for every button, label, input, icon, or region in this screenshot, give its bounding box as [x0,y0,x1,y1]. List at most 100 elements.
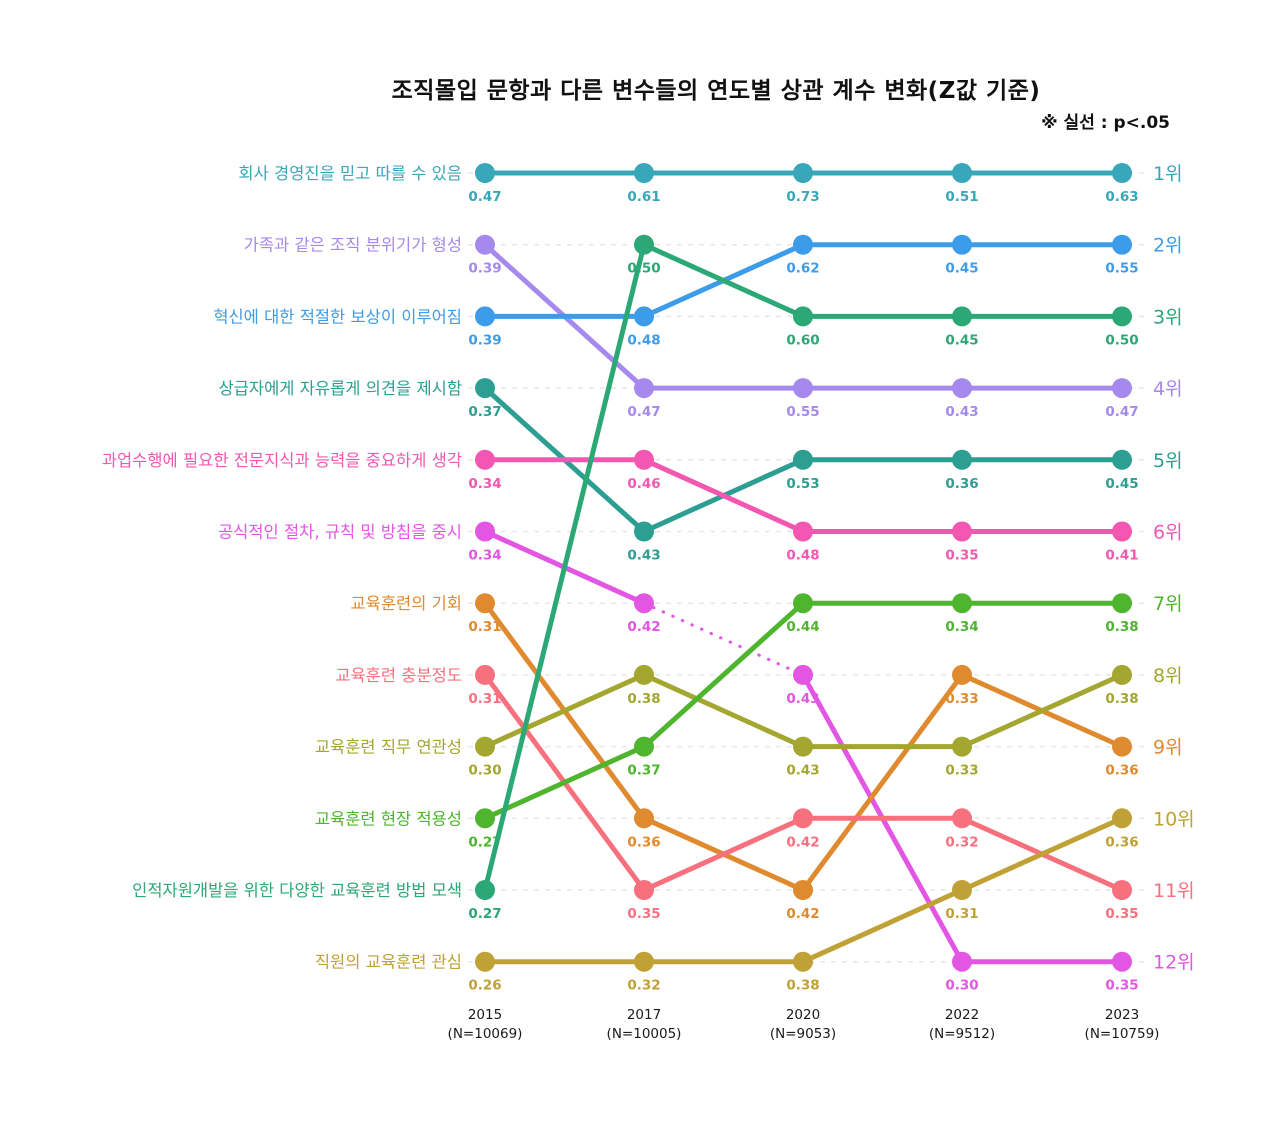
data-point [1112,880,1132,900]
data-point [952,234,972,255]
data-point [952,808,972,829]
value-label: 0.47 [1105,404,1138,420]
legend-note: ※ 실선 : p<.05 [1041,113,1170,133]
value-label: 0.50 [1105,332,1138,348]
series-segment [641,457,806,534]
data-point [793,664,813,685]
series-label: 가족과 같은 조직 분위기가 형성 [244,236,462,255]
value-label: 0.38 [786,978,819,994]
data-point [1112,306,1132,327]
value-label: 0.42 [627,619,660,635]
series-group: 0.37 0.43 0.53 0.36 0.45 상급자에게 자유롭게 의견을 제시함 5위 [219,378,1183,564]
data-point [952,163,972,183]
data-point [634,306,654,327]
data-point [1112,163,1132,183]
value-label: 0.36 [945,476,978,492]
value-label: 0.42 [786,906,819,922]
data-point [793,163,813,183]
axis-year-label: 2017 [627,1007,661,1023]
value-label: 0.48 [786,548,819,564]
series-group: 0.27 0.50 0.60 0.45 0.50 인적자원개발을 위한 다양한 교육훈련 … [132,234,1183,922]
data-point [1112,449,1132,470]
data-point [634,880,654,900]
value-label: 0.42 [786,834,819,850]
value-label: 0.55 [1105,261,1138,277]
rank-label: 8위 [1153,665,1183,687]
series-label: 교육훈련 충분정도 [335,666,462,685]
data-point [1112,234,1132,255]
series-segment [641,242,806,319]
series-group: 0.31 0.36 0.42 0.33 0.36 교육훈련의 기회 9위 [350,593,1183,922]
series-label: 공식적인 절차, 규칙 및 방침을 중시 [218,523,462,542]
value-label: 0.43 [627,548,660,564]
value-label: 0.32 [945,834,978,850]
data-point [793,306,813,327]
series-label: 교육훈련의 기회 [350,594,462,613]
data-point [634,378,654,399]
value-label: 0.53 [786,476,819,492]
data-point [475,234,495,255]
series-segment [482,672,647,750]
value-label: 0.60 [786,332,819,348]
series-group: 0.26 0.32 0.38 0.31 0.36 직원의 교육훈련 관심 10위 [315,808,1195,994]
value-label: 0.39 [468,332,501,348]
data-point [475,736,495,757]
series-segment [800,672,965,893]
value-label: 0.38 [1105,619,1138,635]
value-label: 0.47 [627,404,660,420]
value-label: 0.36 [1105,763,1138,779]
rank-label: 12위 [1153,952,1195,974]
data-point [634,951,654,972]
axis-year-label: 2022 [945,1007,979,1023]
data-point [793,808,813,829]
data-point [952,736,972,757]
axis-n-label: (N=10759) [1085,1026,1160,1042]
value-label: 0.47 [468,189,501,205]
series-segment [641,600,806,750]
series-group: 0.47 0.61 0.73 0.51 0.63 회사 경영진을 믿고 따를 수 있음 1위 [238,163,1183,205]
series-segment [641,672,806,750]
series-label: 인적자원개발을 위한 다양한 교육훈련 방법 모색 [132,881,462,900]
data-point [634,808,654,829]
value-label: 0.41 [1105,548,1138,564]
value-label: 0.31 [468,619,501,635]
data-point [793,378,813,399]
data-point [475,808,495,829]
value-label: 0.62 [786,261,819,277]
data-point [952,449,972,470]
data-point [1112,521,1132,542]
data-point [1112,736,1132,757]
data-point [1112,808,1132,829]
value-label: 0.43 [786,691,819,707]
data-point [475,521,495,542]
data-point [475,306,495,327]
data-point [793,951,813,972]
value-label: 0.55 [786,404,819,420]
series-segment [800,887,965,965]
value-label: 0.33 [945,763,978,779]
data-point [952,951,972,972]
series-group: 0.34 0.42 0.43 0.30 0.35 공식적인 절차, 규칙 및 방침을 중시… [218,521,1195,994]
series-segment [959,672,1125,750]
data-point [952,880,972,900]
value-label: 0.37 [627,763,660,779]
rank-label: 7위 [1153,593,1183,615]
axis-n-label: (N=10005) [607,1026,682,1042]
series-group: 0.39 0.47 0.55 0.43 0.47 가족과 같은 조직 분위기가 형성 4위 [244,234,1183,420]
series-segment [482,744,647,821]
series-label: 회사 경영진을 믿고 따를 수 있음 [238,164,462,183]
value-label: 0.44 [786,619,819,635]
value-label: 0.31 [945,906,978,922]
data-point [952,664,972,685]
value-label: 0.34 [468,548,501,564]
value-label: 0.39 [468,261,501,277]
value-label: 0.38 [1105,691,1138,707]
value-label: 0.61 [627,189,660,205]
data-point [952,593,972,614]
series-label: 상급자에게 자유롭게 의견을 제시함 [219,379,462,398]
value-label: 0.35 [627,906,660,922]
rank-label: 3위 [1153,306,1183,328]
value-label: 0.34 [945,619,978,635]
